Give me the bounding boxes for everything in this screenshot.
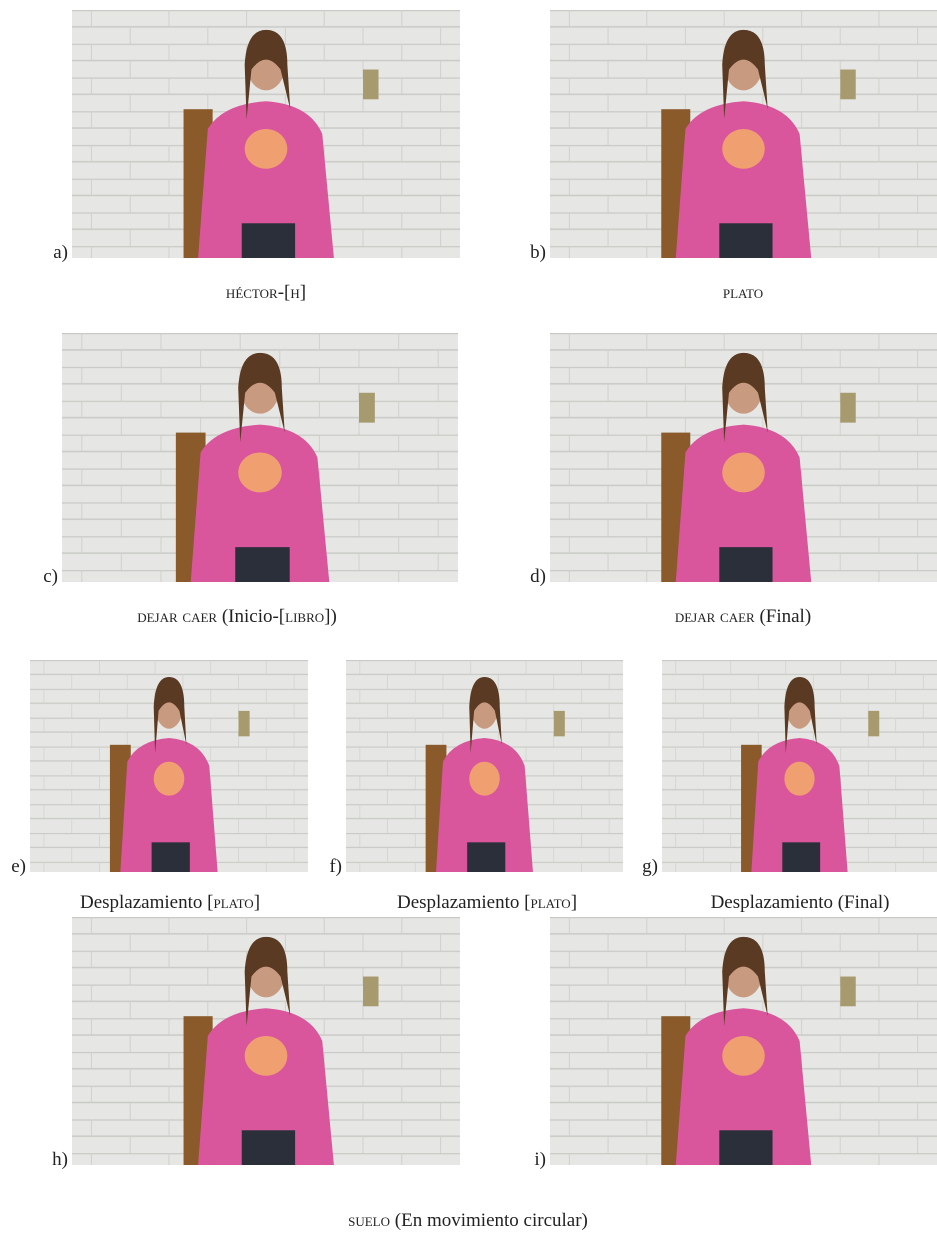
caption-part: Desplazamiento (Final) — [711, 892, 890, 913]
photo — [72, 917, 460, 1165]
caption-part: Desplazamiento [ — [397, 892, 530, 913]
caption-part: plato — [530, 892, 570, 913]
caption: héctor-[h] — [226, 282, 306, 304]
caption-part: ] — [254, 892, 260, 913]
caption: Desplazamiento (Final) — [711, 892, 890, 914]
caption-part: (En movimiento circular) — [390, 1210, 588, 1231]
caption-part: héctor-[h] — [226, 282, 306, 303]
panel-label: h) — [52, 1149, 68, 1171]
panel-label: f) — [329, 856, 342, 878]
caption-part: (Final) — [755, 606, 811, 627]
panel-label: e) — [11, 856, 26, 878]
panel-label: a) — [53, 242, 68, 264]
caption-part: (Inicio-[ — [217, 606, 285, 627]
caption: suelo (En movimiento circular) — [348, 1210, 588, 1232]
caption: dejar caer (Inicio-[libro]) — [137, 606, 337, 628]
panel-label: g) — [642, 856, 658, 878]
caption: Desplazamiento [plato] — [397, 892, 577, 914]
caption-part: ] — [571, 892, 577, 913]
photo — [550, 10, 937, 258]
panel-label: b) — [530, 242, 546, 264]
caption-part: suelo — [348, 1210, 390, 1231]
caption: Desplazamiento [plato] — [80, 892, 260, 914]
caption-part: Desplazamiento [ — [80, 892, 213, 913]
caption-part: ]) — [324, 606, 337, 627]
caption: dejar caer (Final) — [675, 606, 811, 628]
photo — [72, 10, 460, 258]
panel-label: c) — [43, 566, 58, 588]
photo — [62, 333, 458, 582]
caption-part: dejar caer — [675, 606, 755, 627]
caption-part: plato — [723, 282, 763, 303]
photo — [30, 660, 308, 872]
photo — [346, 660, 623, 872]
photo — [550, 917, 937, 1165]
caption: plato — [723, 282, 763, 304]
caption-part: libro — [285, 606, 324, 627]
panel-label: d) — [530, 566, 546, 588]
photo — [662, 660, 937, 872]
figure: a) héctor-[h] b) plato c) dejar caer (Inicio-… — [0, 0, 937, 1239]
photo — [550, 333, 937, 582]
panel-label: i) — [534, 1149, 546, 1171]
caption-part: plato — [213, 892, 253, 913]
caption-part: dejar caer — [137, 606, 217, 627]
